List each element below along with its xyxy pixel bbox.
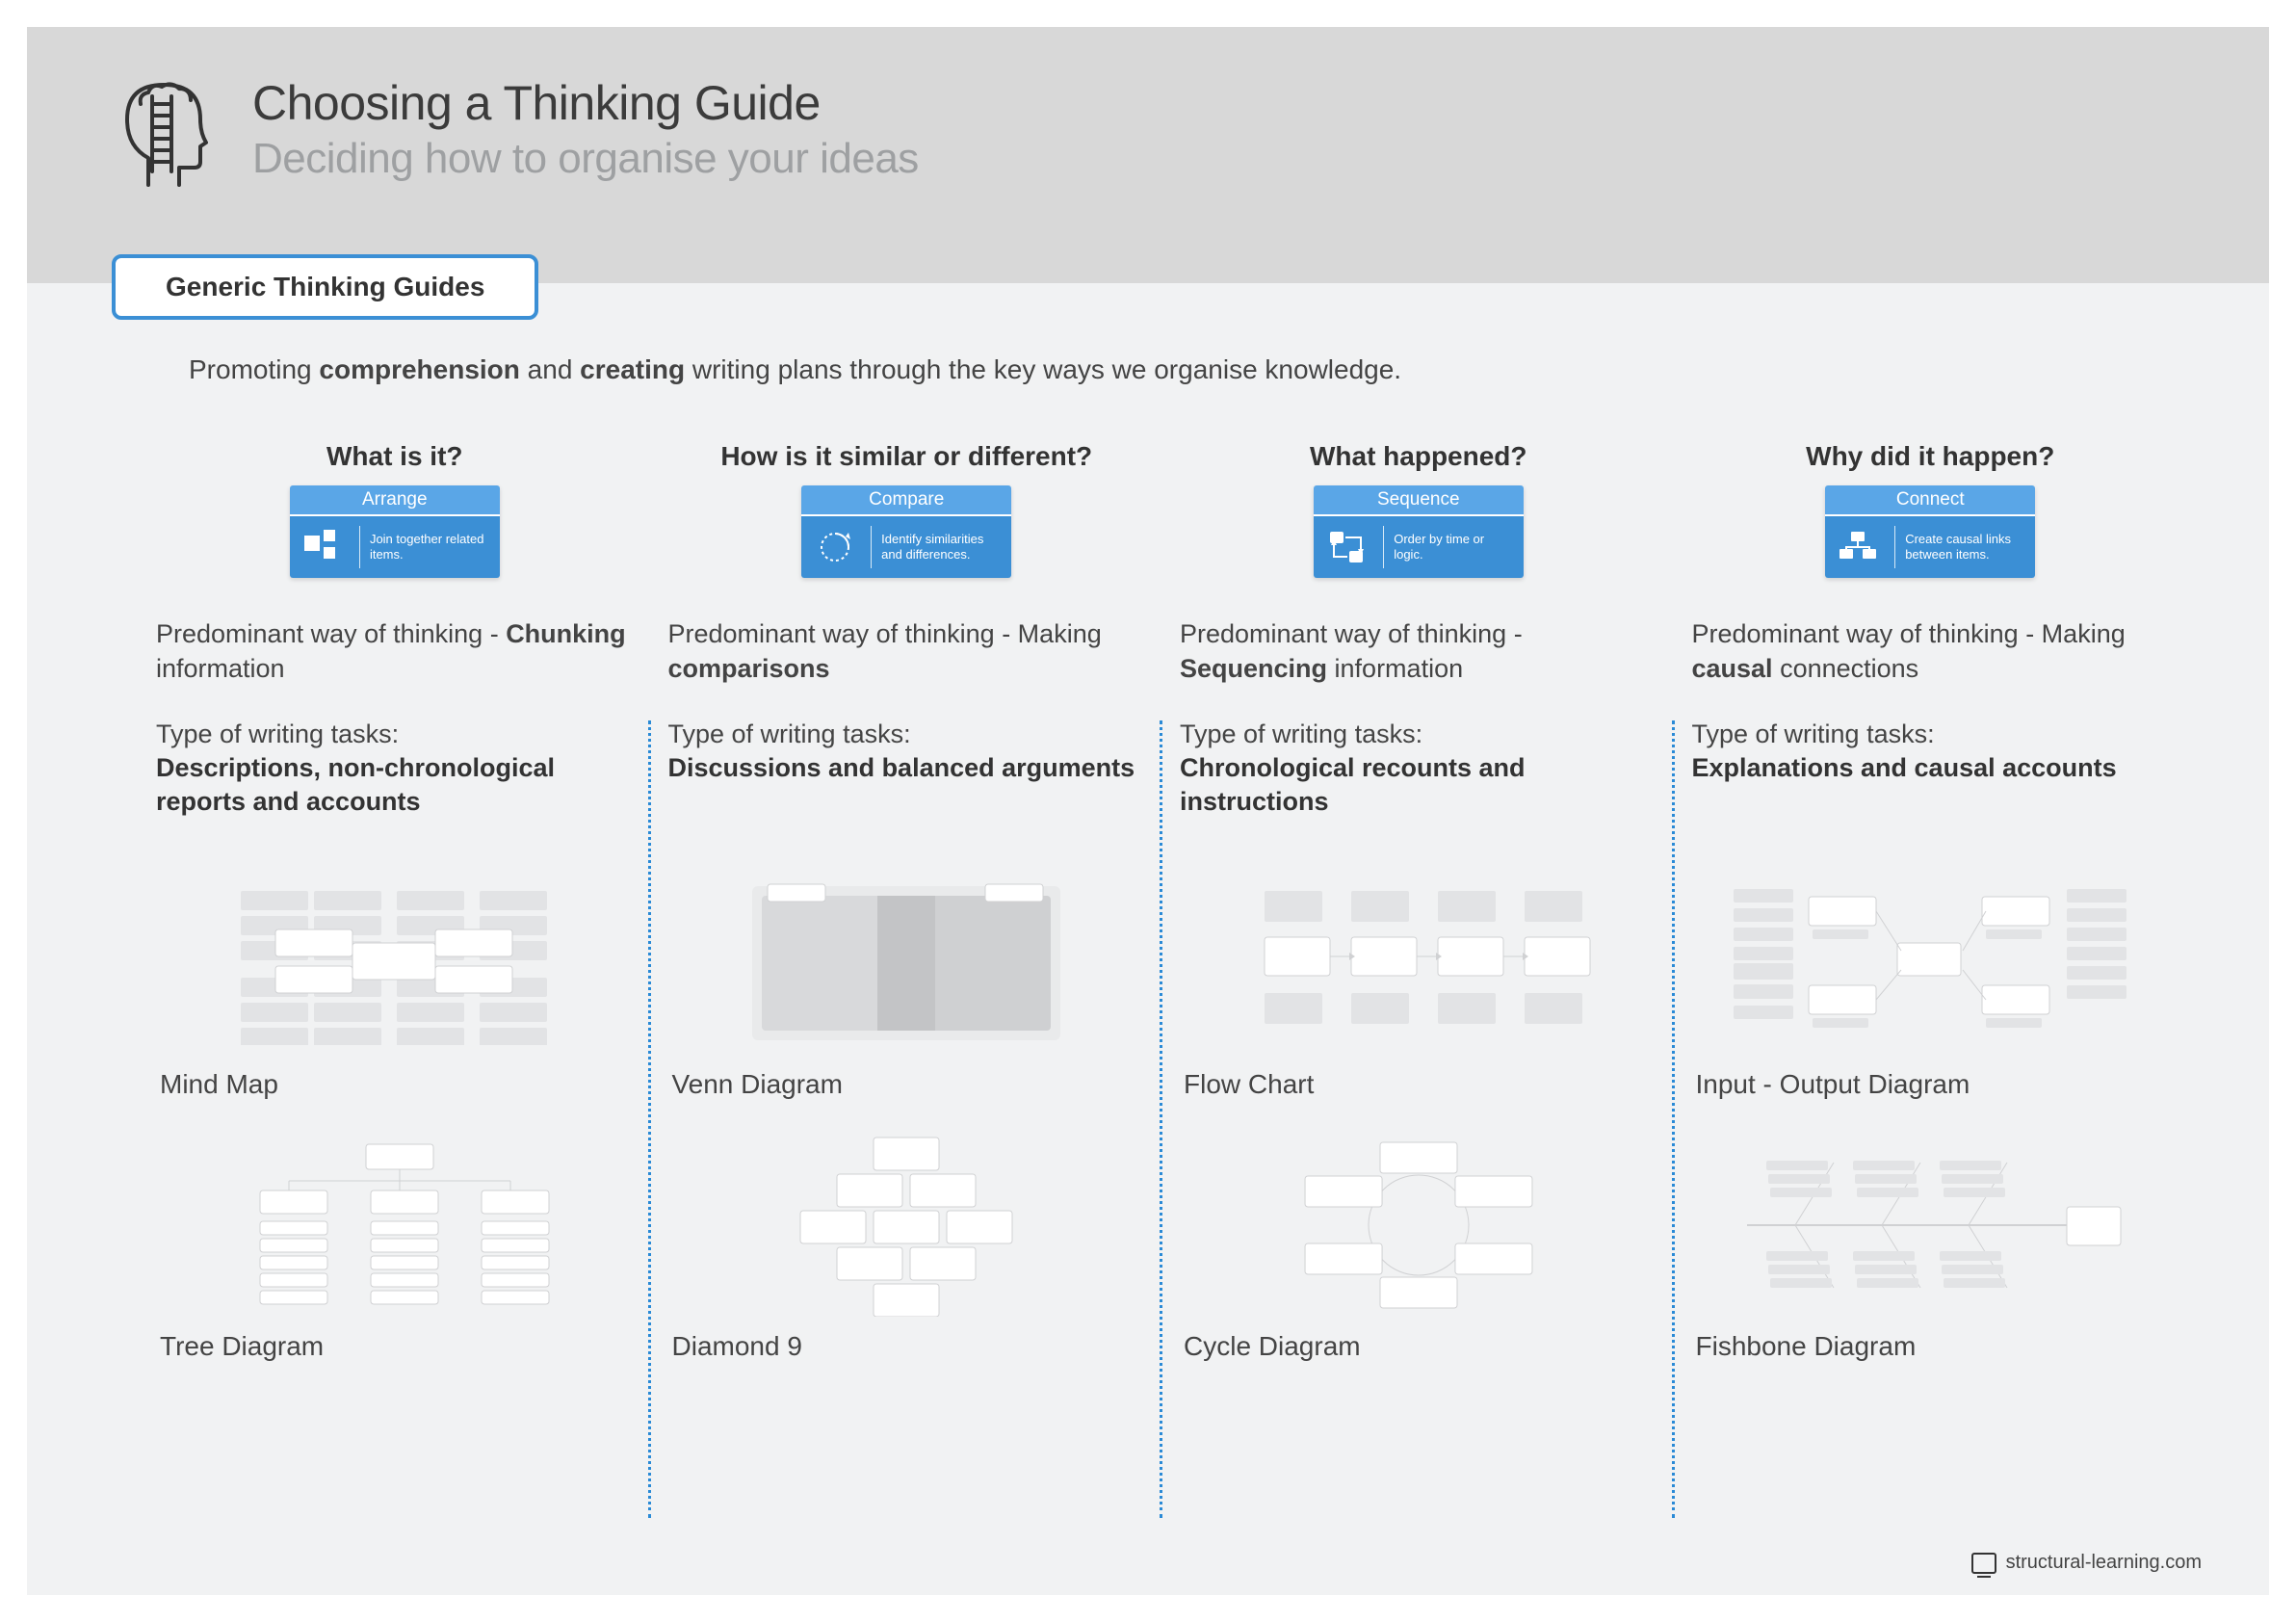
diagram-flowchart[interactable]: Flow Chart	[1180, 876, 1657, 1100]
page-subtitle: Deciding how to organise your ideas	[252, 135, 919, 183]
diagram-thumbnail	[1692, 876, 2170, 1050]
diagram-io[interactable]: Input - Output Diagram	[1692, 876, 2170, 1100]
diagram-label: Fishbone Diagram	[1692, 1331, 2170, 1362]
connect-icon	[1835, 526, 1885, 568]
action-card-desc: Order by time or logic.	[1394, 532, 1514, 563]
canvas: Choosing a Thinking Guide Deciding how t…	[0, 0, 2296, 1622]
monitor-icon	[1971, 1553, 1996, 1574]
diagram-thumbnail	[1180, 876, 1657, 1050]
tasks-text: Explanations and causal accounts	[1692, 751, 2170, 838]
column-sequence: What happened? Sequence Order by time or…	[1162, 441, 1675, 1528]
action-card-desc: Create causal links between items.	[1905, 532, 2025, 563]
column-arrange: What is it? Arrange Join together relate…	[139, 441, 651, 1528]
column-connect: Why did it happen? Connect Create causal…	[1675, 441, 2187, 1528]
diagram-fishbone[interactable]: Fishbone Diagram	[1692, 1138, 2170, 1362]
diagram-thumbnail	[668, 876, 1146, 1050]
diagram-label: Tree Diagram	[156, 1331, 634, 1362]
diagram-thumbnail	[156, 876, 634, 1050]
diagram-venn[interactable]: Venn Diagram	[668, 876, 1146, 1100]
header: Choosing a Thinking Guide Deciding how t…	[27, 27, 2269, 283]
predominant-thinking: Predominant way of thinking - Chunking i…	[156, 616, 634, 687]
predominant-thinking: Predominant way of thinking - Making com…	[668, 616, 1146, 687]
action-card-arrange[interactable]: Arrange Join together related items.	[290, 485, 500, 578]
diagram-cycle[interactable]: Cycle Diagram	[1180, 1138, 1657, 1362]
predominant-thinking: Predominant way of thinking - Making cau…	[1692, 616, 2170, 687]
tasks-label: Type of writing tasks:	[1692, 719, 2170, 749]
tasks-label: Type of writing tasks:	[1180, 719, 1657, 749]
action-card-compare[interactable]: Compare Identify similarities and differ…	[801, 485, 1011, 578]
page-title: Choosing a Thinking Guide	[252, 75, 919, 131]
diagram-tree[interactable]: Tree Diagram	[156, 1138, 634, 1362]
tab-label: Generic Thinking Guides	[166, 272, 484, 301]
action-card-desc: Join together related items.	[370, 532, 490, 563]
action-card-sequence[interactable]: Sequence Order by time or logic.	[1314, 485, 1524, 578]
tasks-label: Type of writing tasks:	[156, 719, 634, 749]
circle-icon	[811, 526, 861, 568]
tab-generic-thinking-guides[interactable]: Generic Thinking Guides	[112, 254, 538, 320]
column-compare: How is it similar or different? Compare …	[651, 441, 1163, 1528]
diagram-mindmap[interactable]: Mind Map	[156, 876, 634, 1100]
footer-site: structural-learning.com	[2006, 1552, 2202, 1574]
diagram-label: Flow Chart	[1180, 1069, 1657, 1100]
diagram-diamond9[interactable]: Diamond 9	[668, 1138, 1146, 1362]
action-card-title: Compare	[801, 485, 1011, 516]
arrows-icon	[1323, 526, 1373, 568]
diagram-thumbnail	[1692, 1138, 2170, 1312]
head-ladder-icon	[110, 71, 216, 187]
tasks-text: Discussions and balanced arguments	[668, 751, 1146, 838]
predominant-thinking: Predominant way of thinking - Sequencing…	[1180, 616, 1657, 687]
tasks-text: Descriptions, non-chronological reports …	[156, 751, 634, 838]
action-card-connect[interactable]: Connect Create causal links between item…	[1825, 485, 2035, 578]
page: Choosing a Thinking Guide Deciding how t…	[27, 27, 2269, 1595]
footer: structural-learning.com	[1971, 1552, 2202, 1574]
diagram-label: Input - Output Diagram	[1692, 1069, 2170, 1100]
diagram-thumbnail	[156, 1138, 634, 1312]
action-card-desc: Identify similarities and differences.	[881, 532, 1002, 563]
action-card-title: Connect	[1825, 485, 2035, 516]
column-question: Why did it happen?	[1692, 441, 2170, 472]
diagram-label: Diamond 9	[668, 1331, 1146, 1362]
diagram-thumbnail	[668, 1138, 1146, 1312]
intro-sentence: Promoting comprehension and creating wri…	[189, 354, 1401, 385]
diagram-thumbnail	[1180, 1138, 1657, 1312]
diagram-label: Cycle Diagram	[1180, 1331, 1657, 1362]
diagram-label: Venn Diagram	[668, 1069, 1146, 1100]
column-question: What is it?	[156, 441, 634, 472]
column-question: How is it similar or different?	[668, 441, 1146, 472]
tasks-label: Type of writing tasks:	[668, 719, 1146, 749]
tasks-text: Chronological recounts and instructions	[1180, 751, 1657, 838]
column-question: What happened?	[1180, 441, 1657, 472]
columns-container: What is it? Arrange Join together relate…	[139, 441, 2186, 1528]
action-card-title: Sequence	[1314, 485, 1524, 516]
header-text: Choosing a Thinking Guide Deciding how t…	[252, 75, 919, 183]
action-card-title: Arrange	[290, 485, 500, 516]
diagram-label: Mind Map	[156, 1069, 634, 1100]
tiles-icon	[300, 526, 350, 568]
